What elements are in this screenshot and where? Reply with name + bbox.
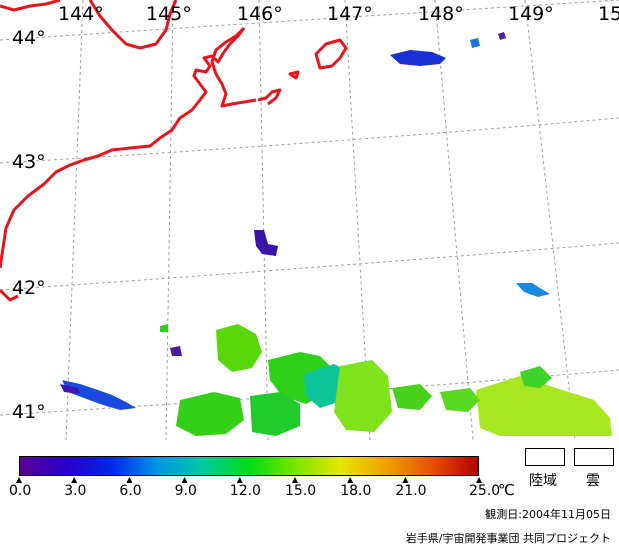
lon-label-145: 145°	[146, 3, 192, 25]
sst-patch-green-1	[216, 324, 262, 372]
sst-patch-east-blue	[516, 283, 550, 297]
colorbar-tick-5	[292, 477, 298, 483]
hokkaido-coast	[0, 27, 246, 269]
sst-patch-east-mid	[470, 38, 480, 48]
sst-map: 144° 145° 146° 147° 148° 149° 15 44° 43°…	[0, 0, 619, 440]
lon-label-149: 149°	[508, 3, 554, 25]
observation-date: 観測日:2004年11月05日	[485, 508, 611, 521]
colorbar-tick-label: 3.0	[64, 483, 87, 499]
sst-patch-green-3	[176, 392, 244, 436]
cloud-legend-swatch	[574, 448, 614, 466]
temperature-colorbar	[19, 456, 479, 476]
longitude-labels: 144° 145° 146° 147° 148° 149° 15	[58, 3, 619, 25]
colorbar-tick-marks	[16, 477, 482, 483]
meridian-146	[258, 0, 269, 440]
colorbar-tick-3	[181, 477, 188, 483]
cloud-legend-label: 雲	[586, 473, 600, 489]
sst-patch-northeast	[390, 50, 446, 66]
colorbar-tick-2	[126, 477, 133, 483]
colorbar-tick-label: 9.0	[174, 483, 197, 499]
coastline	[0, 0, 348, 302]
colorbar-tick-6	[347, 477, 354, 483]
lon-label-147: 147°	[327, 3, 373, 25]
parallel-42	[0, 242, 619, 291]
colorbar-tick-0	[16, 477, 22, 483]
colorbar-tick-label: 0.0	[9, 483, 32, 499]
colorbar-tick-label: 15.0	[285, 483, 317, 499]
parallel-44	[0, 0, 619, 41]
meridian-144	[65, 0, 84, 440]
sst-patch-green-cluster	[392, 384, 432, 410]
sst-overlay	[60, 32, 612, 436]
land-legend-swatch	[525, 448, 565, 466]
colorbar-unit: ℃	[498, 481, 515, 499]
meridian-149	[524, 0, 576, 440]
shikotan-island	[288, 70, 300, 80]
lat-label-43: 43°	[12, 151, 46, 173]
sst-patch-west-violet	[60, 384, 80, 394]
lon-label-146: 146°	[237, 3, 283, 25]
colorbar-tick-label: 25.0	[469, 483, 501, 499]
colorbar-tick-label: 21.0	[395, 483, 427, 499]
colorbar-tick-1	[71, 477, 78, 483]
lat-label-44: 44°	[12, 27, 46, 49]
sst-patch-green-east	[520, 366, 552, 388]
sst-patch-center	[254, 230, 278, 256]
lat-label-42: 42°	[12, 277, 46, 299]
land-legend-label: 陸域	[529, 473, 557, 489]
etorofu-island	[314, 38, 348, 70]
shiretoko-coast	[210, 26, 246, 75]
colorbar-tick-label: 6.0	[119, 483, 142, 499]
sst-patch-yellow-east	[476, 376, 612, 436]
sst-patch-green-mid	[440, 388, 480, 412]
colorbar-tick-8	[476, 477, 482, 483]
meridian-145	[165, 0, 174, 440]
meridian-148	[434, 0, 474, 440]
lon-label-150: 15	[598, 3, 619, 25]
sst-patch-green-4	[250, 392, 300, 436]
habomai-islands	[257, 88, 282, 106]
nemuro-coast	[214, 73, 257, 108]
colorbar-tick-label: 12.0	[229, 483, 261, 499]
southern-headland	[0, 288, 19, 302]
sst-patch-violet-small	[170, 346, 182, 356]
sst-patch-teal-small	[160, 324, 168, 332]
okhotsk-coast	[0, 0, 178, 50]
lat-label-41: 41°	[12, 401, 46, 423]
lon-label-148: 148°	[418, 3, 464, 25]
lon-label-144: 144°	[58, 3, 104, 25]
latitude-labels: 44° 43° 42° 41°	[12, 27, 46, 423]
sst-patch-yellowgreen	[334, 360, 392, 432]
sst-patch-west-blue	[62, 380, 136, 410]
colorbar-tick-7	[402, 477, 409, 483]
sst-patch-east-small	[498, 32, 506, 40]
colorbar-tick-4	[236, 477, 243, 483]
credit-text: 岩手県/宇宙開発事業団 共同プロジェクト	[405, 532, 611, 545]
colorbar-tick-label: 18.0	[340, 483, 372, 499]
